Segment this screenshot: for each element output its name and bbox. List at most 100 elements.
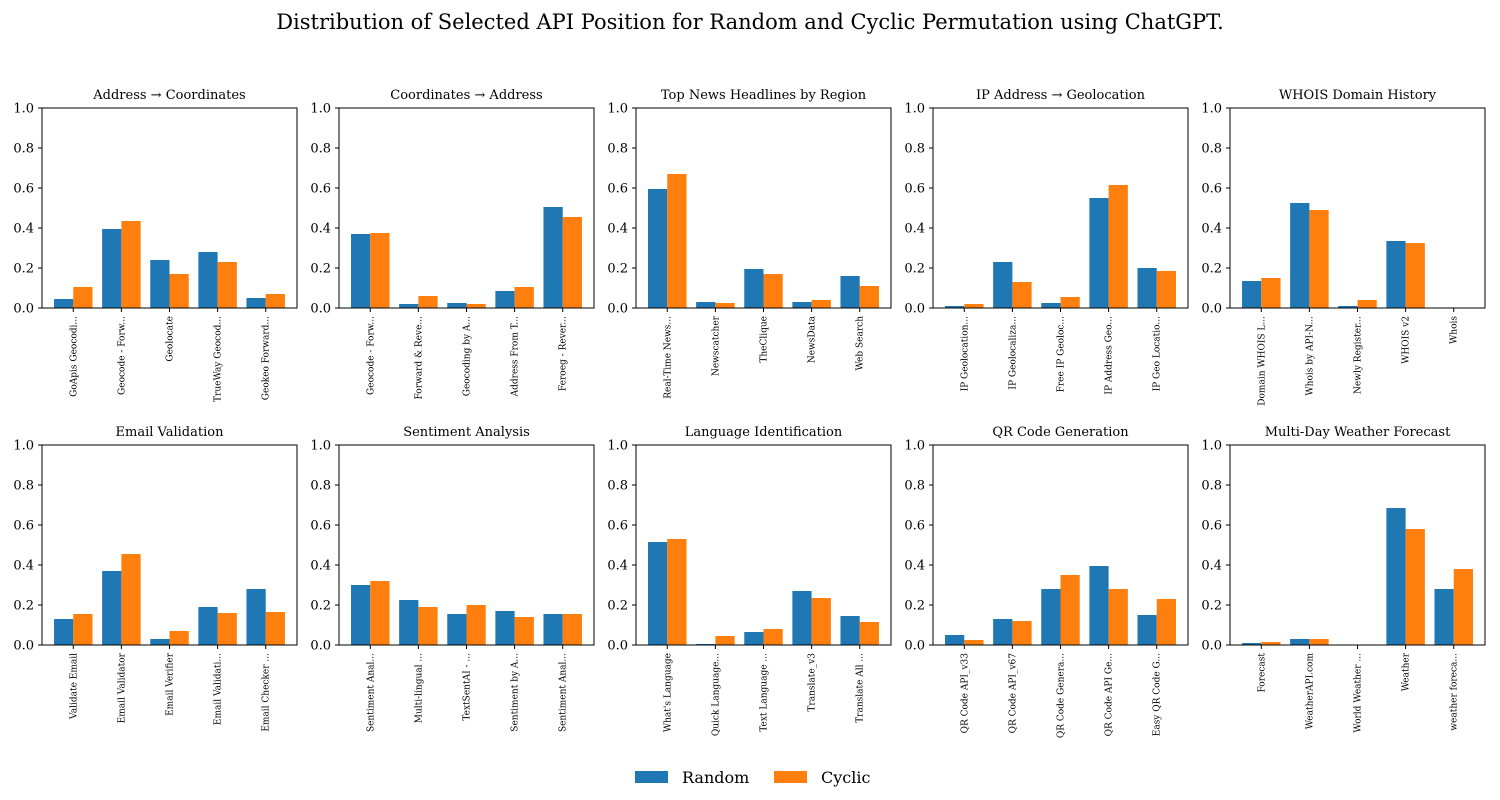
bar-random [744, 269, 764, 308]
y-tick-label: 0.4 [13, 222, 34, 237]
x-tick-label: Newscatcher [711, 315, 721, 376]
bar-random [543, 614, 563, 645]
bar-random [150, 260, 170, 308]
chart-panel-4: WHOIS Domain History 0.0 0.2 0.4 0.6 0.8 1.0 Do… [1201, 88, 1486, 406]
x-tick-label: Whois [1450, 316, 1460, 344]
bar-random [351, 585, 371, 645]
bar-cyclic [859, 286, 879, 308]
y-tick-label: 0.6 [1201, 182, 1222, 197]
bar-random [102, 229, 122, 308]
x-tick-label: Geocode - Forw... [366, 316, 376, 395]
bar-cyclic [1108, 185, 1128, 308]
y-tick-label: 0.0 [607, 639, 628, 654]
bar-random [1290, 203, 1310, 308]
bar-cyclic [121, 221, 141, 308]
chart-title: Address → Coordinates [92, 88, 245, 103]
y-tick-label: 0.6 [310, 519, 331, 534]
y-tick-label: 0.4 [13, 559, 34, 574]
bar-cyclic [370, 581, 390, 645]
bar-random [993, 262, 1013, 308]
y-tick-label: 0.0 [13, 639, 34, 654]
y-tick-label: 1.0 [13, 439, 34, 454]
chart-panel-9: Multi-Day Weather Forecast 0.0 0.2 0.4 0.6 0.… [1201, 425, 1486, 733]
x-tick-label: Translate All ... [856, 653, 866, 723]
y-tick-label: 1.0 [1201, 102, 1222, 117]
bar-cyclic [562, 614, 582, 645]
bar-random [495, 291, 515, 308]
x-tick-label: Email Validator [117, 652, 127, 723]
bar-cyclic [73, 614, 93, 645]
x-tick-label: Newly Register... [1354, 316, 1364, 394]
bar-cyclic [466, 605, 486, 645]
bar-cyclic [169, 274, 189, 308]
bar-random [399, 304, 419, 308]
chart-panel-8: QR Code Generation 0.0 0.2 0.4 0.6 0.8 1.0 QR C… [904, 425, 1189, 738]
y-tick-label: 0.4 [1201, 559, 1222, 574]
y-tick-label: 0.4 [607, 559, 628, 574]
x-tick-label: IP Geo Locatio... [1153, 316, 1163, 392]
bar-random [1386, 508, 1406, 645]
y-tick-label: 0.6 [904, 519, 925, 534]
bar-cyclic [964, 640, 984, 645]
bar-random [1089, 198, 1109, 308]
legend-swatch-cyclic [774, 771, 807, 783]
y-tick-label: 0.8 [1201, 479, 1222, 494]
x-tick-label: Email Checker ... [262, 653, 272, 732]
chart-title: Sentiment Analysis [403, 425, 530, 440]
bar-random [993, 619, 1013, 645]
y-tick-label: 0.6 [607, 182, 628, 197]
x-tick-label: Quick Language... [711, 653, 721, 736]
x-tick-label: Feroeg - Rever... [559, 316, 569, 391]
bar-cyclic [562, 217, 582, 308]
chart-title: Top News Headlines by Region [661, 88, 867, 103]
x-tick-label: Geokeo Forward... [262, 316, 272, 400]
x-tick-label: Email Validati... [214, 653, 224, 725]
bar-random [792, 302, 812, 308]
y-tick-label: 0.8 [607, 142, 628, 157]
x-tick-label: WeatherAPI.com [1305, 653, 1315, 730]
legend-label-random: Random [682, 767, 750, 787]
x-tick-label: Sentiment by A... [511, 653, 521, 732]
y-tick-label: 0.4 [310, 559, 331, 574]
bar-cyclic [1012, 282, 1032, 308]
x-tick-label: WHOIS v2 [1402, 316, 1412, 364]
bar-cyclic [763, 629, 783, 645]
y-tick-label: 1.0 [13, 102, 34, 117]
y-tick-label: 0.0 [904, 302, 925, 317]
bar-cyclic [1405, 529, 1425, 645]
x-tick-label: IP Geolocaliza... [1008, 316, 1018, 390]
y-tick-label: 0.0 [904, 639, 925, 654]
y-tick-label: 0.8 [904, 142, 925, 157]
y-tick-label: 0.8 [607, 479, 628, 494]
bar-random [840, 276, 860, 308]
legend-label-cyclic: Cyclic [821, 767, 871, 787]
bar-cyclic [121, 554, 141, 645]
x-tick-label: Forward & Reve... [414, 316, 424, 400]
y-tick-label: 0.2 [1201, 599, 1222, 614]
bar-random [792, 591, 812, 645]
bar-random [648, 542, 668, 645]
y-tick-label: 0.2 [904, 599, 925, 614]
chart-title: WHOIS Domain History [1279, 88, 1437, 103]
x-tick-label: Sentiment Anal... [366, 653, 376, 732]
bar-cyclic [859, 622, 879, 645]
x-tick-label: weather foreca... [1450, 653, 1460, 731]
bar-random [1041, 303, 1061, 308]
bar-random [150, 639, 170, 645]
bar-cyclic [514, 617, 534, 645]
bar-cyclic [169, 631, 189, 645]
y-tick-label: 0.0 [310, 639, 331, 654]
y-tick-label: 0.2 [13, 262, 34, 277]
y-tick-label: 0.8 [1201, 142, 1222, 157]
bar-random [1041, 589, 1061, 645]
x-tick-label: What's Language [663, 653, 673, 732]
bar-random [1434, 589, 1454, 645]
bar-random [1242, 281, 1262, 308]
bar-cyclic [1309, 210, 1329, 308]
y-tick-label: 0.2 [607, 262, 628, 277]
bar-random [648, 189, 668, 308]
bar-cyclic [811, 598, 831, 645]
x-tick-label: Domain WHOIS L... [1257, 316, 1267, 406]
x-tick-label: IP Geolocation... [960, 316, 970, 392]
y-tick-label: 0.2 [904, 262, 925, 277]
